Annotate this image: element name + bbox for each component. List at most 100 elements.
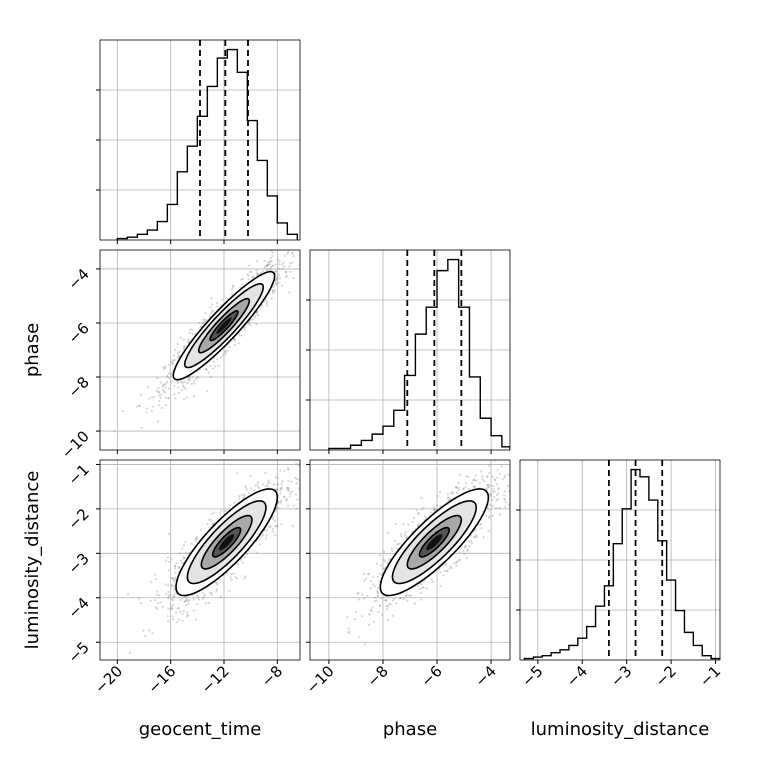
scatter-point (176, 607, 179, 610)
scatter-point (181, 381, 184, 384)
scatter-point (211, 309, 214, 312)
scatter-point (138, 405, 141, 408)
y-tick-label: −1 (64, 461, 92, 489)
scatter-point (387, 618, 390, 621)
scatter-point (242, 496, 245, 499)
scatter-point (157, 391, 160, 394)
scatter-point (200, 325, 203, 328)
scatter-point (487, 485, 490, 489)
scatter-point (368, 613, 371, 616)
scatter-point (275, 278, 278, 281)
scatter-point (457, 559, 460, 563)
scatter-point (417, 524, 420, 527)
scatter-point (380, 596, 383, 600)
scatter-point (162, 389, 166, 393)
scatter-point (291, 261, 294, 264)
scatter-point (232, 572, 235, 575)
scatter-point (157, 404, 160, 407)
scatter-point (357, 591, 360, 595)
y-tick-label: −4 (64, 265, 92, 293)
scatter-point (182, 338, 185, 341)
scatter-point (503, 498, 506, 501)
scatter-point (443, 569, 446, 572)
scatter-point (164, 382, 168, 385)
scatter-point (176, 621, 179, 624)
scatter-point (256, 313, 259, 316)
scatter-point (285, 498, 289, 501)
scatter-point (503, 474, 506, 477)
scatter-point (455, 561, 458, 564)
scatter-point (183, 600, 186, 603)
scatter-point (207, 371, 210, 374)
scatter-point (174, 578, 177, 582)
scatter-point (228, 346, 231, 349)
scatter-point (420, 496, 423, 499)
scatter-point (178, 354, 181, 358)
scatter-point (282, 265, 286, 268)
scatter-point (472, 485, 475, 489)
scatter-point (448, 497, 451, 501)
scatter-point (164, 386, 167, 389)
scatter-point (173, 564, 177, 568)
scatter-point (280, 284, 284, 287)
joint-geocent-time-luminosity-distance: −20 −16 −12 −8 −5 −4 −3 −2 −1 (64, 456, 301, 697)
y-tick-label: −3 (64, 549, 92, 577)
x-tick-label: −12 (198, 662, 233, 697)
scatter-point (383, 599, 387, 602)
scatter-point (167, 377, 171, 380)
scatter-point (274, 476, 277, 479)
scatter-point (362, 597, 365, 600)
scatter-point (286, 466, 290, 470)
scatter-point (207, 601, 210, 605)
scatter-point (374, 596, 377, 599)
contour-line (183, 283, 265, 369)
scatter-point (284, 456, 286, 458)
scatter-point (279, 487, 282, 490)
joint-content (127, 456, 300, 654)
scatter-point (470, 541, 473, 544)
scatter-point (462, 488, 465, 491)
scatter-point (468, 545, 471, 548)
scatter-point (188, 328, 192, 331)
scatter-point (363, 643, 366, 646)
scatter-point (194, 539, 197, 542)
scatter-point (464, 545, 467, 548)
contour-line (391, 500, 478, 585)
scatter-point (465, 556, 469, 560)
x-axis-label-geocent-time: geocent_time (139, 719, 262, 740)
scatter-point (240, 278, 243, 281)
contour-line (172, 270, 276, 381)
scatter-point (257, 485, 260, 488)
scatter-point (404, 595, 407, 598)
scatter-point (191, 328, 194, 331)
scatter-point (432, 508, 435, 511)
scatter-point (271, 264, 274, 268)
scatter-point (170, 576, 173, 580)
scatter-point (274, 533, 277, 536)
scatter-point (411, 520, 414, 523)
scatter-point (271, 289, 274, 292)
scatter-point (180, 381, 183, 384)
scatter-point (187, 378, 191, 382)
scatter-point (162, 388, 165, 391)
scatter-point (362, 572, 366, 575)
scatter-point (256, 483, 259, 486)
scatter-point (169, 607, 172, 610)
scatter-point (197, 598, 201, 601)
scatter-point (458, 487, 461, 490)
scatter-point (159, 601, 162, 604)
scatter-point (420, 598, 423, 601)
scatter-point (162, 383, 165, 386)
scatter-point (468, 540, 471, 543)
scatter-point (179, 336, 182, 339)
scatter-point (154, 599, 157, 602)
panel-frame (99, 39, 301, 241)
scatter-point (283, 254, 286, 258)
x-axis-label-luminosity-distance: luminosity_distance (531, 719, 710, 740)
scatter-point (386, 605, 389, 608)
scatter-point (287, 251, 290, 254)
scatter-point (194, 377, 198, 381)
scatter-point (434, 509, 437, 512)
scatter-point (210, 297, 213, 300)
scatter-point (196, 603, 199, 606)
